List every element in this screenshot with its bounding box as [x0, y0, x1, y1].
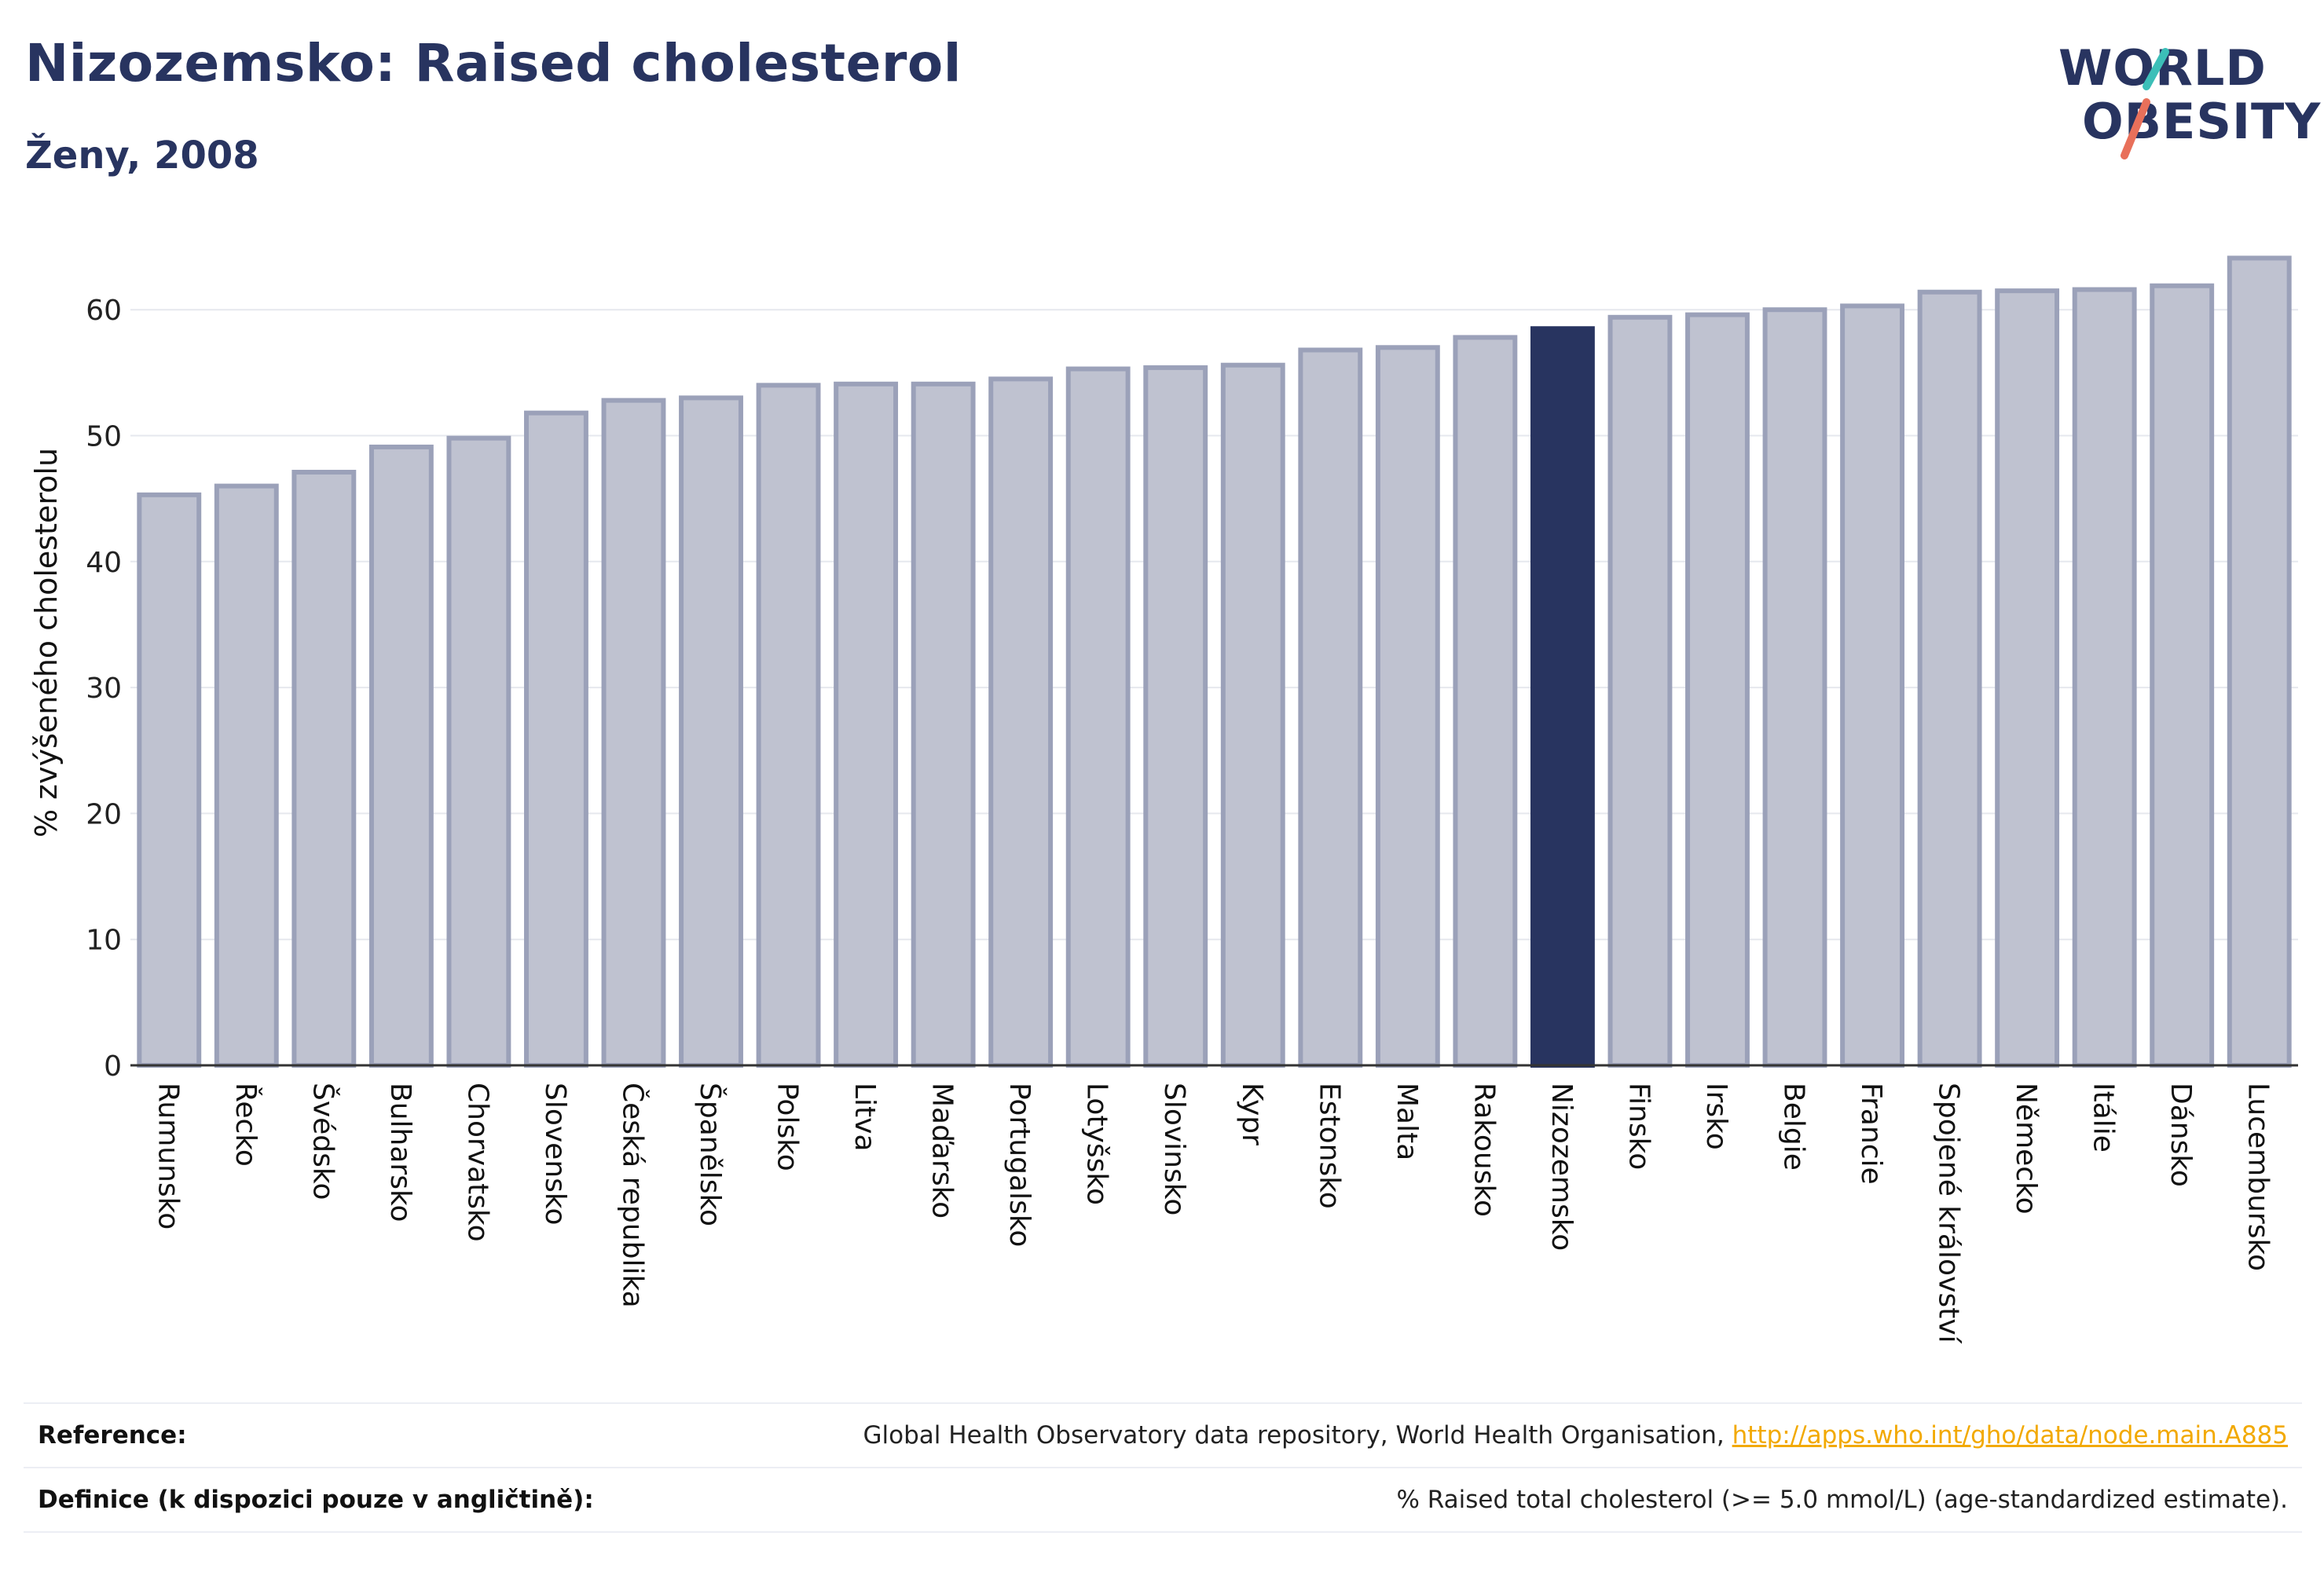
bar	[1762, 307, 1827, 1068]
page-subtitle: Ženy, 2008	[25, 134, 259, 178]
x-tick-label: Estonsko	[1313, 1083, 1345, 1209]
x-tick-label: Spojené království	[1933, 1083, 1965, 1344]
bar	[601, 398, 666, 1068]
reference-row: Reference: Global Health Observatory dat…	[24, 1402, 2302, 1467]
x-tick-label: Malta	[1391, 1083, 1423, 1160]
x-tick-label: Itálie	[2088, 1083, 2120, 1153]
reference-link[interactable]: http://apps.who.int/gho/data/node.main.A…	[1732, 1421, 2288, 1450]
y-tick-label: 30	[86, 673, 122, 705]
x-tick-label: Irsko	[1700, 1083, 1732, 1150]
bar	[1220, 362, 1285, 1068]
bar	[1298, 347, 1363, 1068]
bar	[1917, 289, 1982, 1068]
x-tick-label: Belgie	[1778, 1083, 1810, 1171]
page-title: Nizozemsko: Raised cholesterol	[25, 33, 962, 93]
bar	[2072, 287, 2137, 1068]
x-tick-label: Německo	[2010, 1083, 2042, 1215]
x-tick-label: Lucembursko	[2242, 1083, 2275, 1271]
bar	[2227, 255, 2292, 1068]
x-tick-label: Lotyšsko	[1081, 1083, 1113, 1205]
x-tick-label: Nizozemsko	[1545, 1083, 1578, 1251]
definition-row: Definice (k dispozici pouze v angličtině…	[24, 1467, 2302, 1533]
x-tick-label: Francie	[1855, 1083, 1887, 1185]
logo-slash-icon	[2121, 48, 2169, 159]
y-tick-label: 0	[104, 1050, 122, 1083]
x-tick-label: Kypr	[1236, 1083, 1268, 1145]
x-tick-label: Slovinsko	[1158, 1083, 1190, 1215]
bar	[1607, 314, 1673, 1068]
definition-label: Definice (k dispozici pouze v angličtině…	[38, 1486, 594, 1514]
x-tick-label: Švédsko	[306, 1083, 339, 1200]
bar	[1143, 365, 1208, 1068]
x-tick-label: Řecko	[229, 1083, 262, 1167]
bar-highlighted	[1530, 326, 1595, 1068]
x-tick-label: Polsko	[772, 1083, 804, 1171]
bar	[1685, 312, 1750, 1068]
bar	[756, 383, 821, 1068]
x-tick-label: Chorvatsko	[461, 1083, 493, 1242]
x-tick-label: Maďarsko	[926, 1083, 959, 1219]
x-tick-label: Česká republika	[616, 1083, 649, 1308]
reference-label: Reference:	[38, 1421, 187, 1450]
bar	[214, 483, 279, 1068]
y-tick-label: 50	[86, 421, 122, 453]
bar-chart: 0 10 20 30 40 50 60 % zvýšeného cholesterolu Rum…	[29, 255, 2298, 1344]
bar	[137, 492, 202, 1068]
x-tick-label: Dánsko	[2165, 1083, 2197, 1187]
bar	[1375, 345, 1440, 1068]
world-obesity-logo[interactable]: WORLD OBESITY	[2051, 24, 2322, 173]
bar	[1840, 303, 1904, 1068]
y-tick-label: 10	[86, 925, 122, 957]
bar	[368, 444, 434, 1068]
y-tick-label: 40	[86, 547, 122, 579]
y-tick-label: 60	[86, 295, 122, 327]
x-tick-label: Rumunsko	[152, 1083, 184, 1230]
bar	[524, 410, 588, 1068]
reference-text: Global Health Observatory data repositor…	[863, 1421, 1732, 1450]
x-tick-label: Finsko	[1622, 1083, 1655, 1170]
bar	[446, 435, 511, 1068]
x-tick-label: Španělsko	[694, 1083, 727, 1226]
bar	[911, 381, 976, 1068]
x-tick-label: Bulharsko	[384, 1083, 416, 1222]
bar	[1995, 288, 2060, 1068]
x-tick-label: Slovensko	[539, 1083, 571, 1226]
bar	[1453, 335, 1518, 1068]
reference-value: Global Health Observatory data repositor…	[863, 1421, 2288, 1450]
x-tick-label: Portugalsko	[1003, 1083, 1036, 1247]
bar	[834, 381, 899, 1068]
logo-word-obesity: OBESITY	[2082, 93, 2322, 150]
bar	[988, 376, 1054, 1068]
logo-word-world: WORLD	[2058, 39, 2267, 97]
y-tick-label: 20	[86, 798, 122, 830]
x-tick-label: Rakousko	[1468, 1083, 1500, 1217]
bar	[1065, 366, 1131, 1068]
x-tick-label: Litva	[849, 1083, 881, 1152]
bar	[2150, 283, 2215, 1068]
definition-value: % Raised total cholesterol (>= 5.0 mmol/…	[1396, 1486, 2288, 1514]
bar	[679, 395, 743, 1068]
bar	[291, 469, 357, 1068]
y-axis-label: % zvýšeného cholesterolu	[29, 448, 64, 837]
